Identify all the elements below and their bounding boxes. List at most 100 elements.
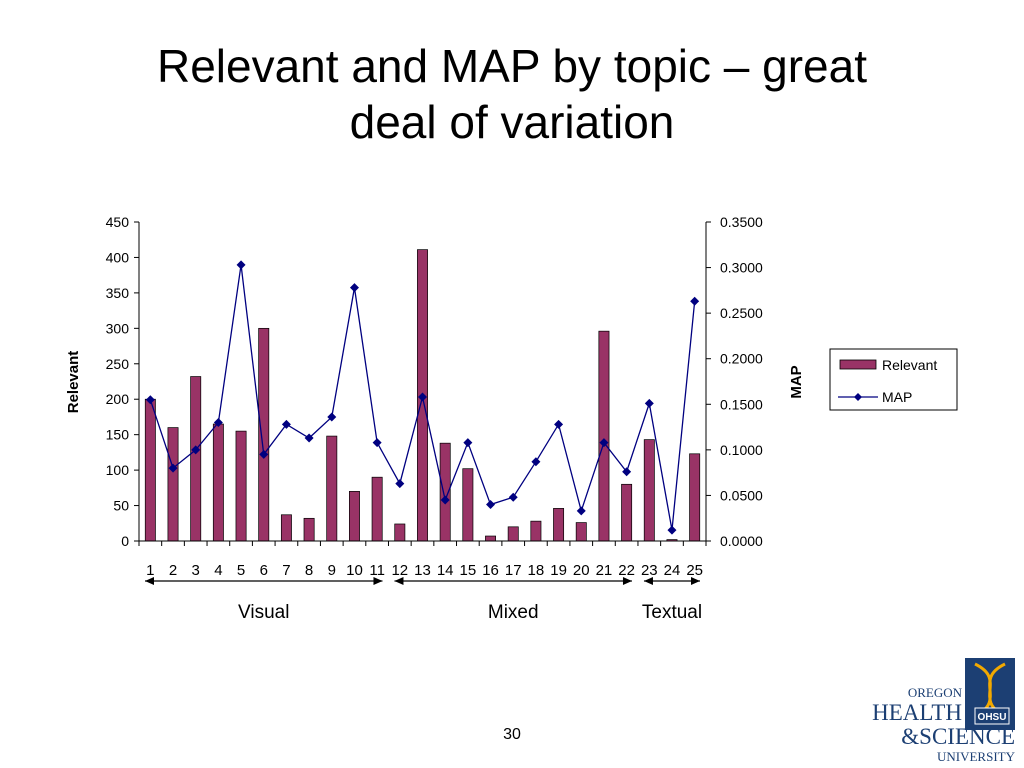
x-tick-label: 25	[686, 562, 703, 579]
bar	[235, 430, 247, 542]
bar	[575, 522, 587, 542]
x-tick-label: 6	[260, 562, 268, 579]
bar	[621, 483, 633, 542]
x-tick-label: 8	[305, 562, 313, 579]
map-point	[622, 467, 632, 477]
group-arrow-head-left	[643, 577, 653, 585]
plot-area: 0 50 100 150 200 250 300 350 400 450 0.0000 0.0500 0…	[106, 214, 763, 579]
y-tick-label: 400	[106, 249, 130, 265]
y-tick-label: 300	[106, 320, 130, 336]
bar	[507, 526, 519, 542]
logo-badge-bg	[974, 707, 1010, 725]
logo-badge: OHSU	[978, 712, 1007, 723]
map-point	[236, 260, 246, 270]
y-tick-label: 450	[106, 214, 130, 230]
group-arrow-head-right	[691, 577, 700, 585]
bar	[280, 514, 292, 542]
x-tick-label: 14	[437, 562, 454, 579]
map-point	[644, 398, 654, 408]
y-tick-label: 250	[106, 356, 130, 372]
map-point	[213, 418, 223, 428]
x-tick-label: 10	[346, 562, 363, 579]
map-point	[304, 433, 314, 443]
group-arrow-head-left	[145, 577, 154, 585]
bar	[167, 427, 179, 542]
logo-line2: HEALTH	[872, 700, 962, 725]
bar	[485, 535, 496, 542]
bar	[371, 476, 383, 542]
x-tick-label: 22	[618, 562, 635, 579]
x-tick-label: 13	[414, 562, 431, 579]
bar	[689, 453, 701, 542]
map-point	[463, 438, 473, 448]
group-arrow-head-right	[622, 577, 632, 585]
map-point	[576, 506, 586, 516]
y-tick-label: 50	[113, 498, 129, 514]
slide-title-line1: Relevant and MAP by topic – great	[156, 40, 867, 92]
x-tick-label: 17	[505, 562, 522, 579]
legend-box	[829, 348, 958, 411]
map-point	[599, 438, 609, 448]
bar	[303, 517, 315, 542]
map-point	[327, 412, 337, 422]
y2-tick-label: 0.0500	[720, 487, 763, 503]
logo-line4: UNIVERSITY	[937, 749, 1016, 764]
legend-label-relevant: Relevant	[882, 357, 937, 373]
y-tick-label: 100	[106, 462, 130, 478]
map-point	[395, 479, 405, 489]
x-tick-label: 7	[282, 562, 290, 579]
map-point	[259, 449, 269, 459]
group-label: Mixed	[488, 602, 539, 623]
y2-tick-label: 0.3500	[720, 214, 763, 230]
x-tick-label: 18	[528, 562, 545, 579]
map-point	[554, 419, 564, 429]
group-label: Textual	[642, 602, 702, 623]
legend-swatch-relevant	[839, 359, 877, 370]
group-label: Visual	[238, 602, 289, 623]
map-point	[667, 525, 677, 535]
slide-title-line2: deal of variation	[349, 96, 675, 148]
y2-axis-label: MAP	[788, 365, 805, 398]
x-tick-label: 4	[214, 562, 222, 579]
ohsu-logo: OHSU OREGON HEALTH &SCIENCE UNIVERSITY	[872, 658, 1016, 764]
y2-tick-label: 0.2000	[720, 351, 763, 367]
x-tick-label: 12	[391, 562, 408, 579]
bar	[326, 435, 338, 542]
bar	[190, 376, 202, 542]
map-point	[440, 495, 450, 505]
x-tick-label: 16	[482, 562, 499, 579]
map-point	[372, 438, 382, 448]
map-point	[191, 445, 201, 455]
y2-tick-label: 0.3000	[720, 260, 763, 276]
bar	[258, 327, 270, 542]
bar	[394, 523, 406, 542]
y2-tick-label: 0.1000	[720, 442, 763, 458]
slide-title: Relevant and MAP by topic – great deal o…	[40, 38, 984, 150]
x-tick-label: 19	[550, 562, 567, 579]
bar	[349, 491, 360, 542]
x-tick-label: 9	[328, 562, 336, 579]
y-tick-label: 200	[106, 391, 130, 407]
legend-label-map: MAP	[882, 389, 912, 405]
map-point	[281, 419, 291, 429]
y-tick-label: 150	[106, 427, 130, 443]
x-tick-label: 23	[641, 562, 658, 579]
logo-line3: &SCIENCE	[901, 724, 1015, 749]
map-point	[531, 457, 541, 467]
bar	[643, 439, 655, 542]
topic-groups: Visual Mixed Textual	[145, 577, 702, 623]
y2-tick-label: 0.2500	[720, 305, 763, 321]
logo-line1: OREGON	[908, 685, 963, 700]
x-tick-label: 20	[573, 562, 590, 579]
legend: Relevant MAP	[829, 348, 958, 411]
x-tick-label: 5	[237, 562, 245, 579]
y-axis-label: Relevant	[65, 351, 82, 414]
bar	[462, 468, 474, 542]
x-tick-label: 1	[146, 562, 154, 579]
page-number: 30	[503, 726, 521, 743]
x-tick-label: 21	[596, 562, 613, 579]
map-point	[486, 500, 496, 510]
bar	[530, 520, 542, 542]
x-tick-label: 3	[192, 562, 200, 579]
